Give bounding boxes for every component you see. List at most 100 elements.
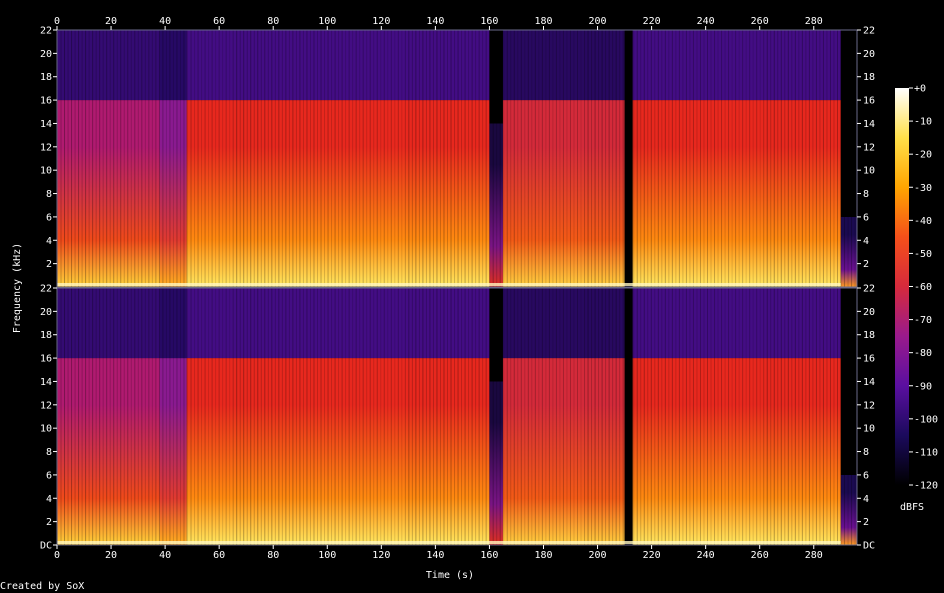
texture-stripe <box>302 288 304 545</box>
texture-stripe <box>85 288 87 545</box>
texture-stripe <box>615 30 617 287</box>
texture-stripe <box>531 30 533 287</box>
texture-stripe <box>190 288 192 545</box>
y-tick-label-right: 20 <box>863 49 875 60</box>
texture-stripe <box>71 288 73 545</box>
texture-stripe <box>113 288 115 545</box>
texture-stripe <box>130 288 132 545</box>
texture-stripe <box>538 30 540 287</box>
x-tick-label-top: 200 <box>589 16 607 27</box>
texture-stripe <box>538 288 540 545</box>
texture-stripe <box>798 30 800 287</box>
texture-stripe <box>633 288 635 545</box>
texture-stripe <box>664 288 666 545</box>
texture-stripe <box>647 288 649 545</box>
texture-stripe <box>292 30 294 287</box>
texture-stripe <box>692 288 694 545</box>
texture-stripe <box>380 288 382 545</box>
texture-stripe <box>787 288 789 545</box>
texture-stripe <box>510 30 512 287</box>
texture-stripe <box>443 30 445 287</box>
spectrum-high-band <box>840 30 857 217</box>
texture-stripe <box>770 30 772 287</box>
texture-stripe <box>176 288 178 545</box>
texture-stripe <box>510 288 512 545</box>
texture-stripe <box>309 30 311 287</box>
texture-stripe <box>749 30 751 287</box>
texture-stripe <box>197 288 199 545</box>
texture-stripe <box>475 30 477 287</box>
texture-stripe <box>60 30 62 287</box>
y-tick-label-right: 6 <box>863 470 869 481</box>
spectrum-high-band <box>57 288 160 359</box>
texture-stripe <box>373 30 375 287</box>
spectrum-block <box>502 358 625 545</box>
texture-stripe <box>454 30 456 287</box>
y-tick-label-right: 10 <box>863 424 875 435</box>
texture-stripe <box>784 30 786 287</box>
texture-stripe <box>531 288 533 545</box>
texture-stripe <box>566 30 568 287</box>
texture-stripe <box>85 30 87 287</box>
texture-stripe <box>422 30 424 287</box>
texture-stripe <box>369 30 371 287</box>
texture-stripe <box>369 288 371 545</box>
texture-stripe <box>548 30 550 287</box>
texture-stripe <box>99 30 101 287</box>
texture-stripe <box>215 288 217 545</box>
texture-stripe <box>225 30 227 287</box>
x-tick-label-top: 80 <box>267 16 279 27</box>
texture-stripe <box>222 30 224 287</box>
x-tick-label-bottom: 260 <box>751 550 769 561</box>
spectrum-high-band <box>502 288 625 359</box>
texture-stripe <box>327 288 329 545</box>
texture-stripe <box>288 30 290 287</box>
texture-stripe <box>194 30 196 287</box>
texture-stripe <box>499 288 501 545</box>
texture-stripe <box>197 30 199 287</box>
texture-stripe <box>756 30 758 287</box>
texture-stripe <box>338 30 340 287</box>
texture-stripe <box>671 30 673 287</box>
texture-stripe <box>626 30 628 287</box>
texture-stripe <box>64 30 66 287</box>
y-tick-label-right: 14 <box>863 119 875 130</box>
texture-stripe <box>299 30 301 287</box>
texture-stripe <box>640 288 642 545</box>
texture-stripe <box>67 30 69 287</box>
texture-stripe <box>317 30 318 287</box>
texture-stripe <box>239 30 241 287</box>
texture-stripe <box>359 30 361 287</box>
texture-stripe <box>731 288 733 545</box>
spectrum-high-band <box>186 288 490 359</box>
spectrum-high-band <box>489 288 503 382</box>
y-tick-label-left: 12 <box>40 400 52 411</box>
spectrum-high-band <box>840 288 857 475</box>
texture-stripe <box>148 288 150 545</box>
texture-stripe <box>545 288 547 545</box>
texture-stripe <box>612 288 614 545</box>
texture-stripe <box>844 288 846 545</box>
colorbar-label: dBFS <box>900 502 924 513</box>
texture-stripe <box>327 30 329 287</box>
texture-stripe <box>67 288 69 545</box>
texture-stripe <box>88 288 90 545</box>
texture-stripe <box>74 288 76 545</box>
texture-stripe <box>218 30 220 287</box>
footer-credit: Created by SoX <box>0 581 84 592</box>
texture-stripe <box>236 288 238 545</box>
texture-stripe <box>137 288 139 545</box>
texture-stripe <box>264 288 266 545</box>
texture-stripe <box>155 288 157 545</box>
y-tick-label-right: 10 <box>863 166 875 177</box>
texture-stripe <box>320 288 322 545</box>
texture-stripe <box>562 30 564 287</box>
y-tick-label-left: 22 <box>40 284 52 295</box>
texture-stripe <box>271 30 273 287</box>
texture-stripe <box>569 288 571 545</box>
texture-stripe <box>127 288 129 545</box>
y-tick-label-left: 14 <box>40 119 52 130</box>
texture-stripe <box>432 30 434 287</box>
texture-stripe <box>218 288 220 545</box>
x-tick-label-bottom: 120 <box>372 550 390 561</box>
